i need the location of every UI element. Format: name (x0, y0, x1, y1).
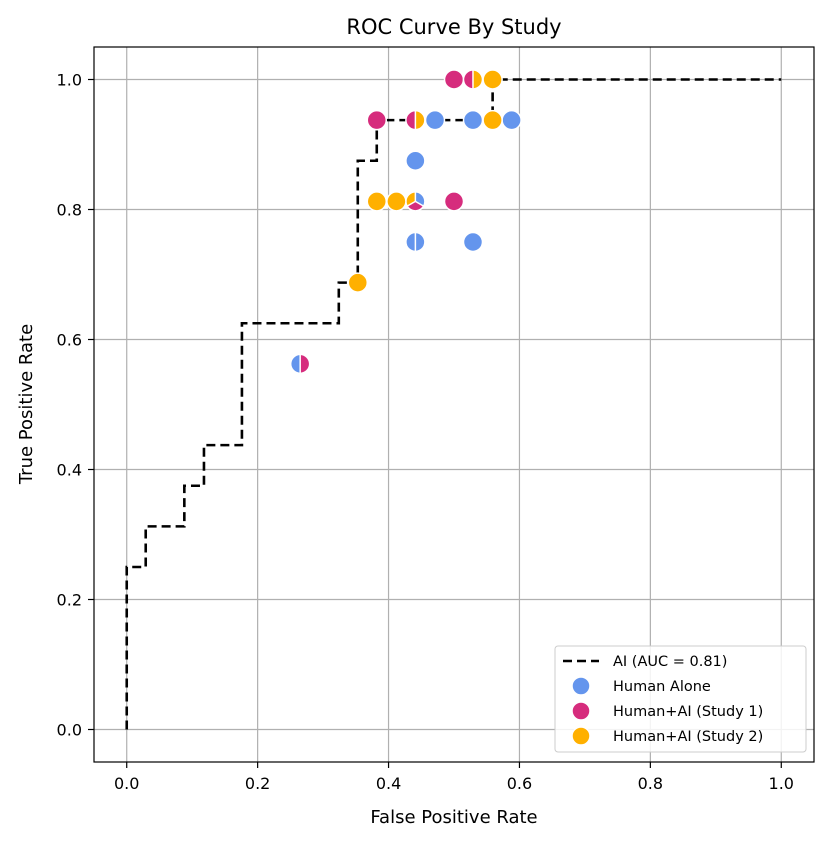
legend-label: Human+AI (Study 1) (613, 704, 763, 720)
point-half-study2 (472, 70, 483, 89)
x-tick-label-1: 0.2 (245, 774, 270, 793)
point-study2-2 (386, 191, 407, 212)
point-study2-1 (366, 191, 388, 212)
point-half-human_alone (415, 232, 425, 252)
y-tick-label-3: 0.6 (57, 331, 82, 350)
point-half-human_alone (290, 354, 301, 374)
legend-marker-swatch (571, 701, 591, 721)
chart-title: ROC Curve By Study (346, 15, 561, 39)
point-half-human_alone (405, 232, 416, 252)
x-tick-label-2: 0.4 (376, 774, 401, 793)
legend-item-study1: Human+AI (Study 1) (571, 701, 763, 721)
point-half-study1 (463, 70, 473, 89)
point-human-alone-2 (462, 231, 484, 253)
point-human-alone-3 (405, 150, 426, 171)
plot-frame (93, 46, 815, 763)
point-study1-4 (443, 191, 465, 212)
point-half-study1 (300, 354, 310, 374)
legend-marker-swatch (571, 676, 591, 696)
legend-label: Human Alone (613, 679, 711, 695)
legend-item-ai: AI (AUC = 0.81) (563, 654, 727, 670)
y-tick-label-0: 0.0 (57, 721, 82, 740)
y-tick-label-4: 0.8 (57, 201, 82, 220)
point-human-alone-6 (424, 109, 446, 131)
point-outline (405, 231, 426, 253)
y-axis-label: True Positive Rate (16, 324, 37, 485)
legend-item-study2: Human+AI (Study 2) (571, 726, 763, 746)
ai-curve-layer (125, 78, 782, 730)
point-half-study2 (415, 110, 425, 130)
legend-items: AI (AUC = 0.81) Human Alone Human+AI (Stud… (563, 654, 763, 746)
x-tick-label-3: 0.6 (507, 774, 532, 793)
legend: AI (AUC = 0.81) Human Alone Human+AI (Stud… (554, 645, 807, 753)
shared-point-marker (289, 353, 311, 375)
point-study1-1 (366, 109, 388, 131)
point-half-study1 (405, 110, 416, 130)
x-axis-ticks: 0.0 0.2 0.4 0.6 0.8 1.0 (114, 762, 794, 793)
y-tick-label-5: 1.0 (57, 71, 82, 90)
point-study2-0 (347, 272, 369, 293)
legend-marker-swatch (571, 726, 591, 746)
x-axis-label: False Positive Rate (370, 807, 537, 828)
legend-label: Human+AI (Study 2) (613, 729, 763, 745)
scatter-points (289, 69, 522, 375)
point-study2-5 (482, 109, 503, 131)
point-study2-7 (482, 69, 503, 90)
legend-item-human-alone: Human Alone (571, 676, 711, 696)
shared-point-marker (405, 231, 426, 253)
x-tick-label-0: 0.0 (114, 774, 139, 793)
legend-label: AI (AUC = 0.81) (613, 654, 727, 670)
x-tick-label-5: 1.0 (769, 774, 794, 793)
shared-point-marker (462, 69, 484, 90)
y-tick-label-1: 0.2 (57, 591, 82, 610)
grid-lines (94, 47, 814, 762)
point-human-alone-8 (501, 109, 522, 131)
y-tick-label-2: 0.4 (57, 461, 82, 480)
legend-box (554, 645, 807, 753)
point-human-alone-7 (462, 109, 484, 131)
shared-point-marker (405, 109, 426, 131)
y-axis-ticks: 0.0 0.2 0.4 0.6 0.8 1.0 (57, 71, 94, 740)
ai-roc-curve (125, 78, 782, 730)
shared-point-marker (405, 191, 426, 212)
x-tick-label-4: 0.8 (638, 774, 663, 793)
point-divider (415, 200, 424, 207)
point-divider (406, 200, 416, 207)
point-outline (289, 353, 311, 375)
point-study1-5 (443, 69, 465, 90)
